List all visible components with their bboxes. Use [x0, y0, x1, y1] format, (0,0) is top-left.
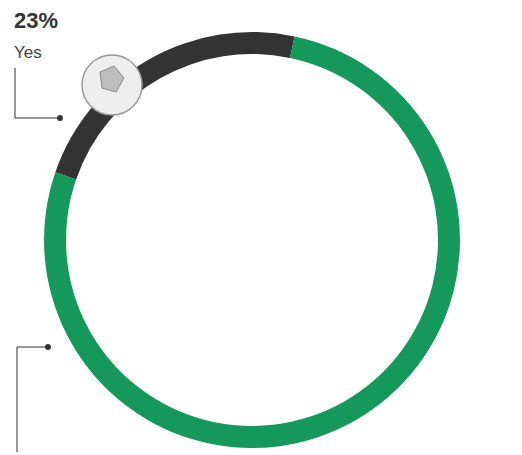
ball-patch	[100, 66, 124, 92]
leader-line	[17, 347, 48, 452]
ball	[82, 55, 142, 115]
ring	[44, 32, 460, 448]
leader-dot	[57, 115, 63, 121]
leader-line	[15, 68, 60, 118]
category-label: Yes	[14, 43, 42, 62]
ring-segment	[55, 32, 294, 179]
ring-segment	[44, 36, 460, 448]
chart: 23% Yes	[0, 0, 522, 455]
value-label: 23%	[14, 8, 58, 33]
leader-dot	[45, 344, 51, 350]
ball-body	[82, 55, 142, 115]
